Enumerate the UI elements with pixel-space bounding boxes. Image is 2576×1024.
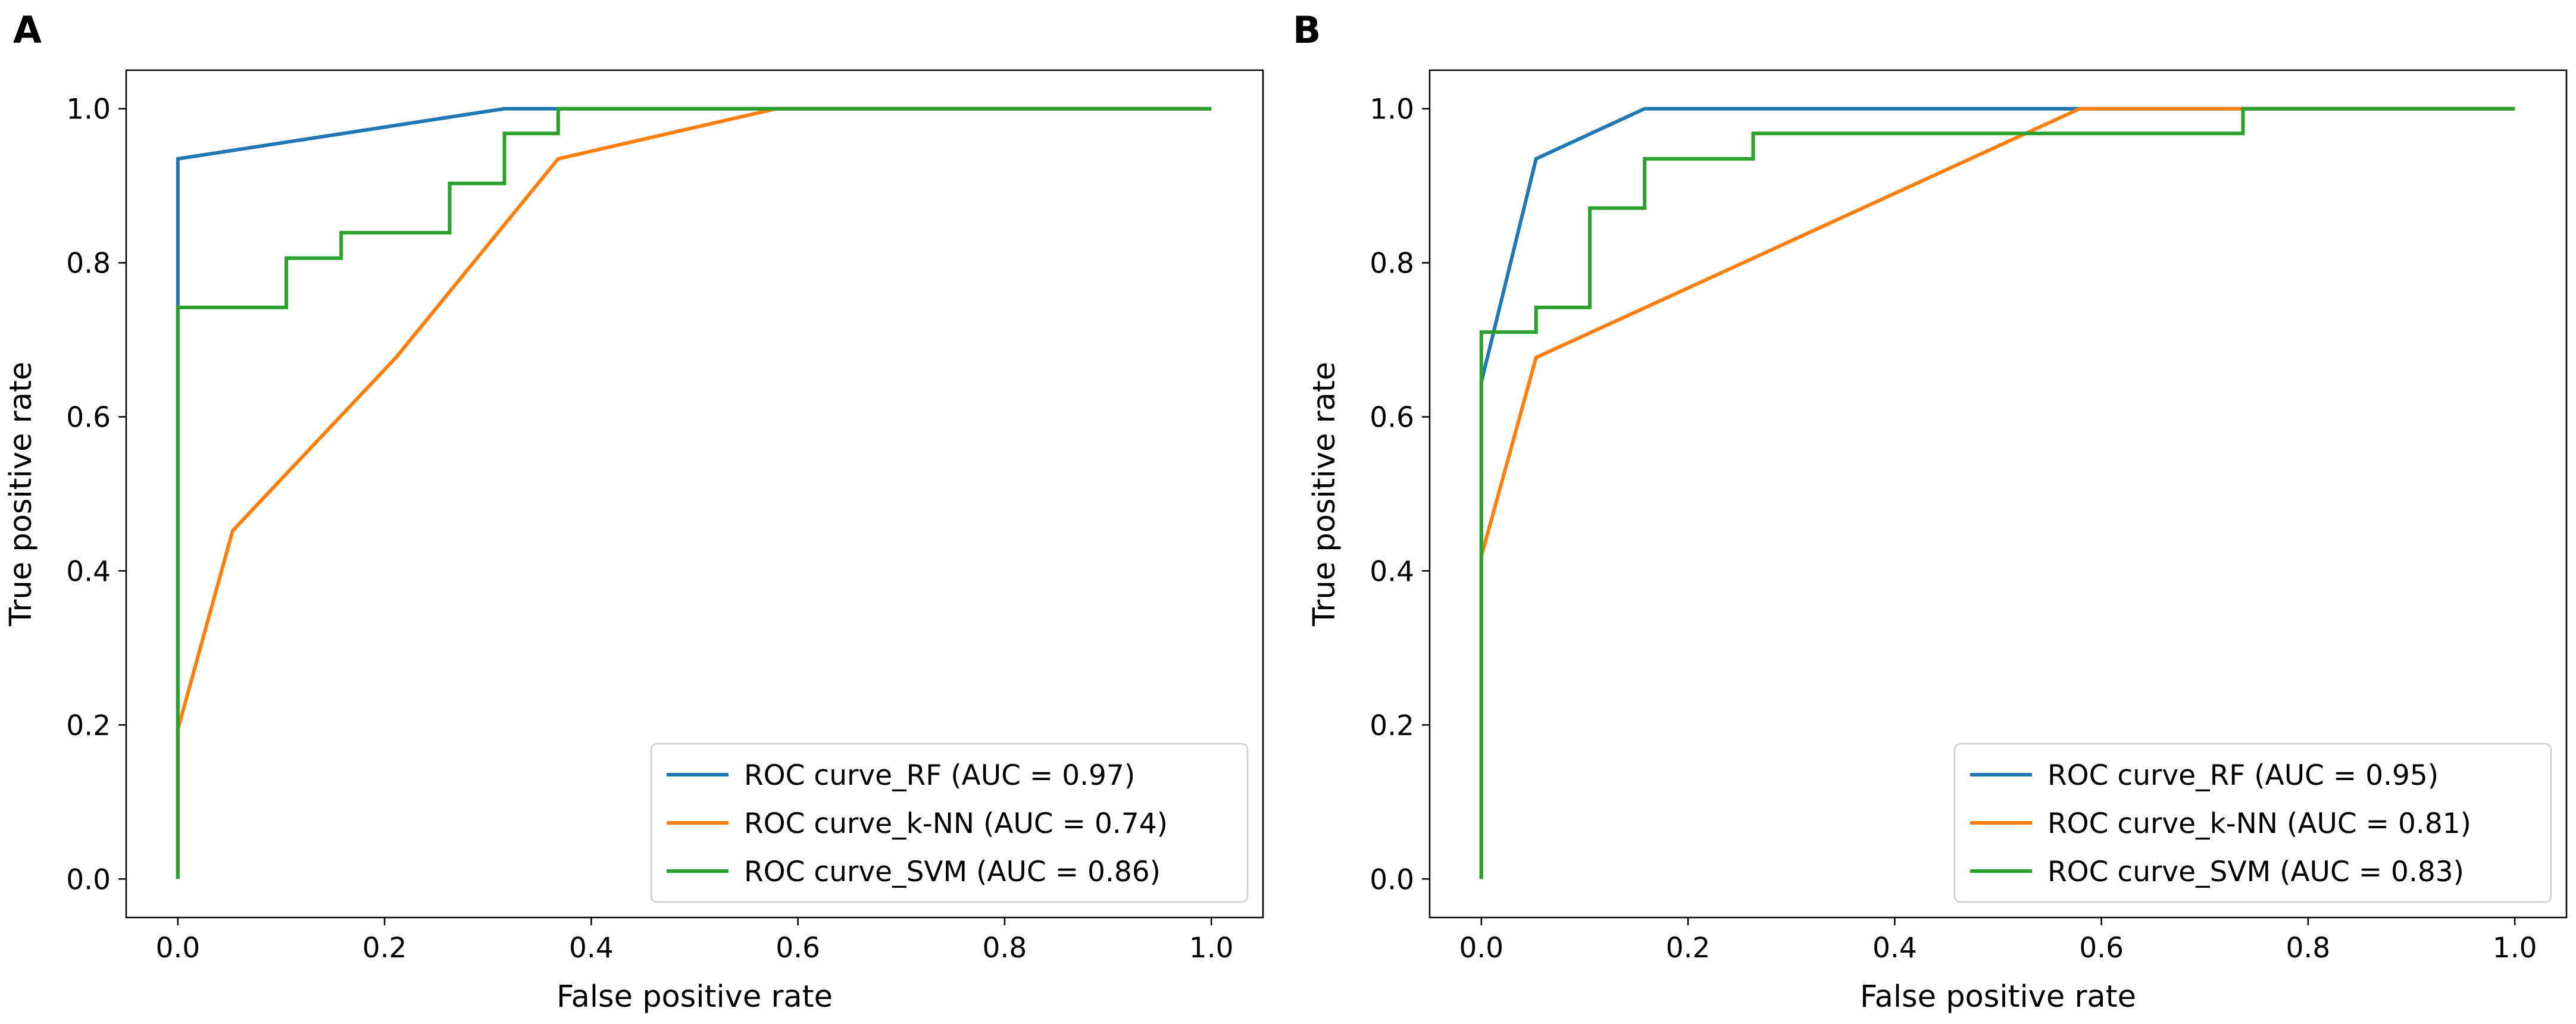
axes-frame (125, 69, 1264, 919)
legend-label-rf: ROC curve_RF (AUC = 0.97) (744, 759, 1135, 792)
x-tick-label: 0.0 (155, 932, 200, 964)
y-tick-label: 0.6 (66, 402, 111, 434)
legend-label-knn: ROC curve_k-NN (AUC = 0.81) (2047, 807, 2471, 840)
x-tick-label: 0.6 (2079, 932, 2124, 964)
x-tick-label: 0.8 (983, 932, 1027, 964)
x-tick-label: 0.4 (1872, 932, 1917, 964)
x-tick-label: 0.8 (2286, 932, 2331, 964)
series-lines (1479, 107, 2515, 879)
y-tick-label: 0.6 (1370, 402, 1414, 434)
x-tick-label: 0.4 (569, 932, 614, 964)
legend-box (650, 743, 1249, 903)
x-tick-label: 0.0 (1459, 932, 1503, 964)
x-tick-label: 0.2 (362, 932, 407, 964)
y-tick-label: 0.0 (1370, 863, 1414, 896)
x-axis-title: False positive rate (557, 979, 833, 1014)
legend-label-rf: ROC curve_RF (AUC = 0.95) (2047, 759, 2439, 792)
x-tick-label: 1.0 (1189, 932, 1234, 964)
legend-label-svm: ROC curve_SVM (AUC = 0.86) (744, 856, 1161, 888)
y-tick-label: 0.2 (66, 709, 111, 742)
y-tick-label: 0.4 (1370, 555, 1414, 588)
y-tick-label: 0.8 (66, 248, 111, 280)
panel-label-a: A (13, 8, 42, 52)
panel-b: B 0.0 0.2 0.4 0.6 0.8 1.0 0.0 0.2 0.4 0.6 0.8 1.0 Fal… (1293, 8, 2568, 1014)
series-line-svm (1479, 107, 2515, 879)
legend-label-svm: ROC curve_SVM (AUC = 0.83) (2047, 856, 2464, 888)
y-axis-title: True positive rate (1307, 362, 1342, 627)
y-tick-label: 0.4 (66, 555, 111, 588)
legend: ROC curve_RF (AUC = 0.97) ROC curve_k-NN … (650, 743, 1249, 903)
panel-a: A 0.0 0.2 0.4 0.6 0.8 1.0 0.0 0.2 0.4 0.6 0.8 1.0 Fal… (4, 8, 1264, 1014)
series-lines (176, 107, 1212, 879)
x-axis-title: False positive rate (1860, 979, 2136, 1014)
y-tick-label: 0.0 (66, 863, 111, 896)
y-tick-label: 1.0 (66, 93, 111, 126)
x-tick-label: 0.6 (776, 932, 820, 964)
y-axis-title: True positive rate (4, 362, 39, 627)
panels: A 0.0 0.2 0.4 0.6 0.8 1.0 0.0 0.2 0.4 0.6 0.8 1.0 Fal… (4, 8, 2568, 1014)
legend-box (1953, 743, 2552, 903)
legend-label-knn: ROC curve_k-NN (AUC = 0.74) (744, 807, 1168, 840)
x-tick-label: 1.0 (2493, 932, 2537, 964)
y-tick-label: 0.2 (1370, 709, 1414, 742)
y-tick-label: 0.8 (1370, 248, 1414, 280)
panel-label-b: B (1293, 8, 1321, 52)
x-tick-label: 0.2 (1666, 932, 1711, 964)
legend: ROC curve_RF (AUC = 0.95) ROC curve_k-NN … (1953, 743, 2552, 903)
axes-frame (1428, 69, 2568, 919)
series-line-svm (176, 107, 1212, 879)
y-tick-label: 1.0 (1370, 93, 1414, 126)
